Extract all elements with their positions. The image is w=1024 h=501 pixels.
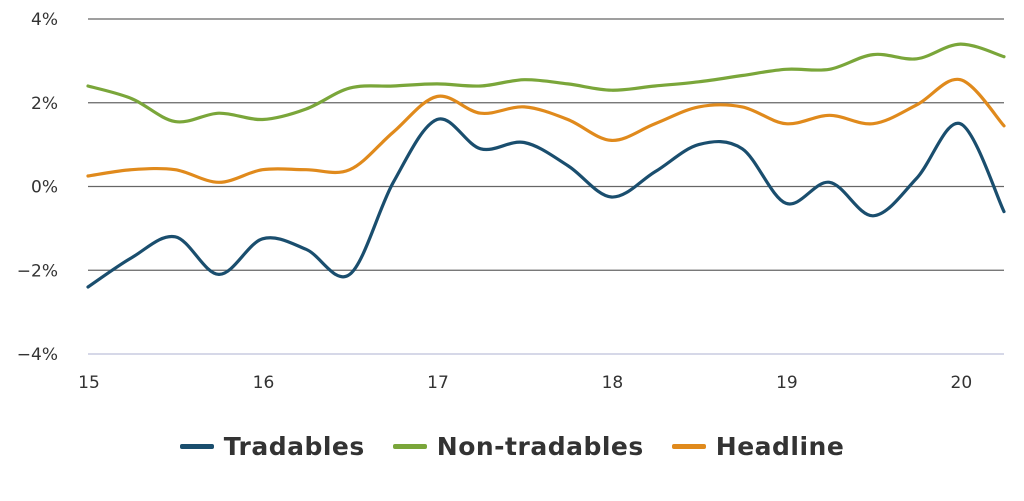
series-lines — [86, 42, 1006, 289]
x-tick-label: 18 — [602, 373, 624, 393]
x-tick-label: 17 — [427, 373, 449, 393]
x-tick-label: 16 — [253, 373, 275, 393]
legend-item-headline: Headline — [671, 432, 845, 461]
y-tick-label: −2% — [17, 261, 58, 281]
legend-label-headline: Headline — [715, 432, 845, 461]
legend-label-non-tradables: Non-tradables — [436, 432, 644, 461]
x-tick-label: 20 — [951, 373, 973, 393]
series-line-non-tradables — [86, 42, 1006, 124]
x-tick-label: 15 — [78, 373, 100, 393]
x-axis-ticks: 15 16 17 18 19 20 — [78, 373, 972, 393]
y-tick-label: 2% — [31, 94, 58, 114]
grid-lines — [88, 18, 1004, 355]
legend: Tradables Non-tradables Headline — [0, 432, 1024, 461]
legend-swatch-headline — [671, 444, 706, 449]
series-line-headline — [86, 77, 1006, 184]
y-axis-ticks: −4% −2% 0% 2% 4% — [17, 10, 58, 365]
legend-label-tradables: Tradables — [223, 432, 365, 461]
legend-swatch-tradables — [179, 444, 214, 449]
line-chart: −4% −2% 0% 2% 4% 15 16 17 18 19 20 — [17, 10, 1006, 393]
y-tick-label: 4% — [31, 10, 58, 30]
y-tick-label: −4% — [17, 345, 58, 365]
legend-swatch-non-tradables — [392, 444, 427, 449]
legend-item-non-tradables: Non-tradables — [392, 432, 644, 461]
x-tick-label: 19 — [776, 373, 798, 393]
legend-item-tradables: Tradables — [179, 432, 365, 461]
y-tick-label: 0% — [31, 178, 58, 198]
series-line-tradables — [86, 117, 1006, 289]
